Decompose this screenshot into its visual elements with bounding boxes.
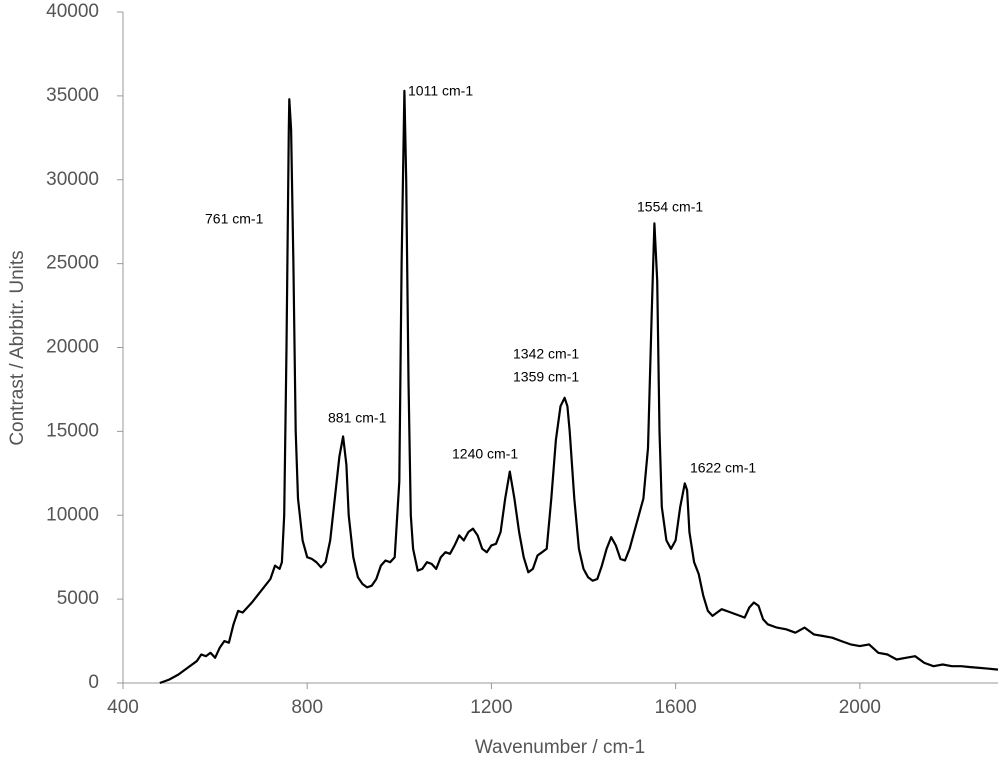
y-tick-label: 40000 [46,1,99,22]
peak-annotation: 1240 cm-1 [452,446,518,462]
x-tick-label: 2000 [839,697,881,718]
y-axis-label: Contrast / Abrbitr. Units [7,250,28,445]
peak-annotation: 1359 cm-1 [513,369,579,385]
peak-annotation: 881 cm-1 [328,410,387,426]
peak-annotation: 1342 cm-1 [513,346,579,362]
y-tick-label: 20000 [46,337,99,358]
y-tick-label: 25000 [46,253,99,274]
x-axis-label: Wavenumber / cm-1 [475,737,645,758]
y-tick-label: 15000 [46,420,99,441]
y-tick-label: 35000 [46,85,99,106]
peak-annotation: 761 cm-1 [205,211,264,227]
spectrum-line [159,89,999,685]
x-tick-label: 1600 [654,697,696,718]
y-tick-label: 10000 [46,504,99,525]
y-tick-label: 5000 [57,588,99,609]
peak-annotation: 1554 cm-1 [637,199,703,215]
y-tick-label: 0 [88,672,99,693]
y-tick-label: 30000 [46,169,99,190]
peak-annotation: 1011 cm-1 [408,83,473,99]
x-tick-label: 800 [291,697,323,718]
peak-annotation: 1622 cm-1 [690,460,756,476]
x-tick-label: 1200 [470,697,512,718]
x-tick-label: 400 [107,697,139,718]
